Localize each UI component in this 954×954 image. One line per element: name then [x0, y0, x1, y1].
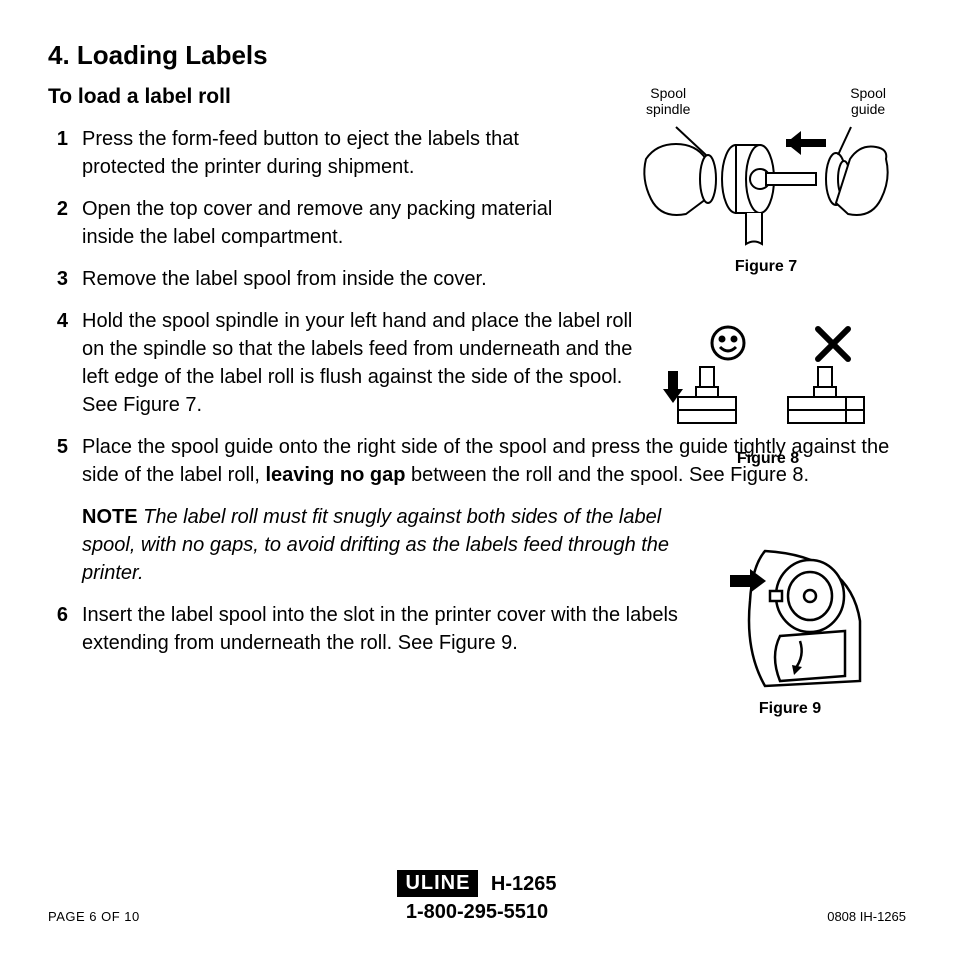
step-text: Open the top cover and remove any packin…	[82, 195, 602, 251]
note-label: NOTE	[82, 506, 138, 528]
note-block: NOTE The label roll must fit snugly agai…	[82, 503, 702, 587]
page-indicator-left: PAGE 6 OF 10	[48, 909, 140, 924]
step-number: 2	[48, 195, 82, 251]
figure-9-illustration	[710, 541, 870, 691]
brand-badge: ULINE	[397, 870, 478, 897]
step-number: 5	[48, 433, 82, 489]
footer: ULINE H-1265 1-800-295-5510 PAGE 6 OF 10…	[0, 870, 954, 924]
step-number: 3	[48, 265, 82, 293]
page-indicator-right: 0808 IH-1265	[827, 909, 906, 924]
step-text: Press the form-feed button to eject the …	[82, 125, 602, 181]
step-number: 4	[48, 307, 82, 419]
figure-8-caption: Figure 8	[648, 450, 888, 468]
step-text-bold: leaving no gap	[265, 464, 405, 486]
phone-number: 1-800-295-5510	[48, 901, 906, 924]
figure-8-illustration	[648, 321, 888, 441]
content-area: To load a label roll 1 Press the form-fe…	[48, 85, 906, 657]
figure-7-label-right: Spool guide	[850, 85, 886, 117]
section-number: 4.	[48, 40, 70, 70]
section-title: 4. Loading Labels	[48, 40, 906, 71]
note-text: The label roll must fit snugly against b…	[82, 506, 669, 584]
section-title-text: Loading Labels	[77, 40, 268, 70]
step-text: Hold the spool spindle in your left hand…	[82, 307, 642, 419]
figure-9: Figure 9	[710, 541, 870, 718]
step-number: 1	[48, 125, 82, 181]
figure-7-caption: Figure 7	[636, 258, 896, 276]
figure-7: Spool spindle Spool guide	[636, 89, 896, 276]
step-text: Insert the label spool into the slot in …	[82, 601, 712, 657]
figure-7-label-left: Spool spindle	[646, 85, 690, 117]
step-text: Remove the label spool from inside the c…	[82, 265, 602, 293]
step-number: 6	[48, 601, 82, 657]
figure-8: Figure 8	[648, 321, 888, 468]
footer-center: ULINE H-1265 1-800-295-5510	[48, 870, 906, 924]
model-number: H-1265	[491, 873, 557, 896]
figure-9-caption: Figure 9	[710, 700, 870, 718]
